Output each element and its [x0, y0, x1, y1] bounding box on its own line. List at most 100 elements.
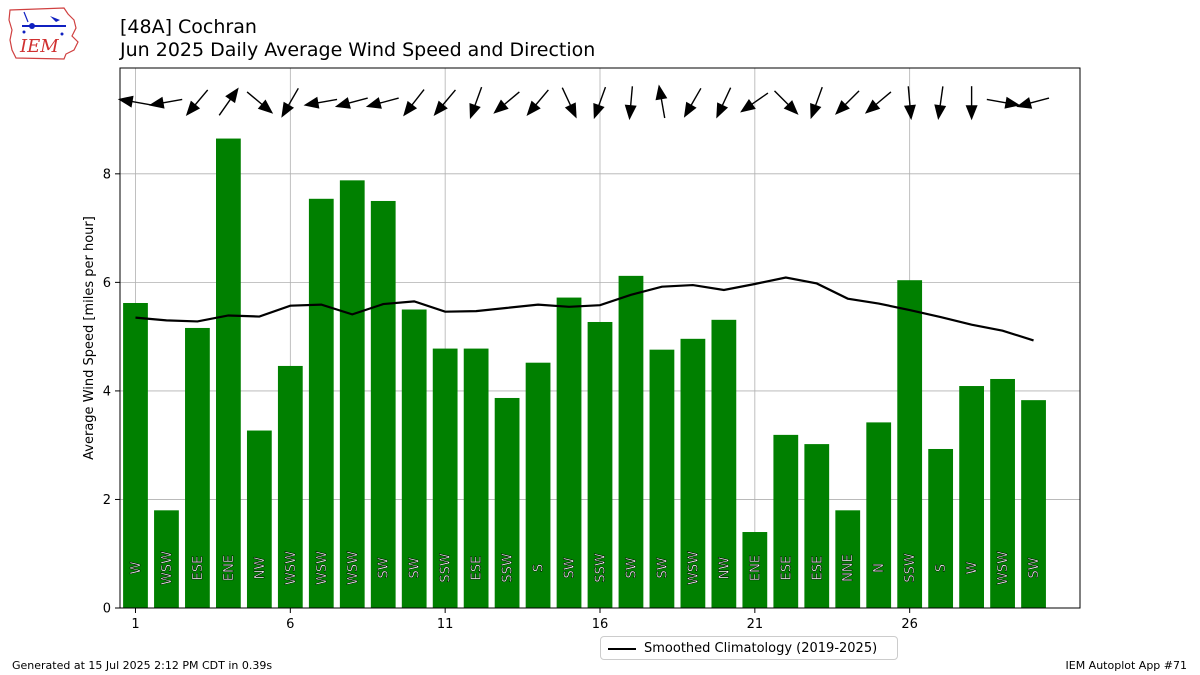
bar: [339, 180, 365, 608]
bar: [556, 297, 582, 608]
wind-direction-label: S: [934, 564, 949, 572]
wind-direction-label: N: [872, 563, 887, 573]
wind-direction-label: NW: [717, 557, 732, 580]
wind-arrow: [655, 84, 668, 119]
generated-timestamp: Generated at 15 Jul 2025 2:12 PM CDT in …: [12, 659, 273, 672]
wind-direction-label: SW: [1027, 557, 1042, 578]
wind-arrow: [903, 86, 916, 121]
wind-arrow: [281, 87, 299, 118]
wind-direction-label: WSW: [346, 551, 361, 585]
bar: [649, 349, 675, 608]
legend-label: Smoothed Climatology (2019-2025): [644, 641, 878, 656]
wind-arrow: [810, 86, 823, 120]
climatology-line: [135, 276, 1034, 342]
wind-arrow: [716, 87, 732, 119]
bar: [866, 422, 892, 608]
bar: [897, 280, 923, 608]
wind-arrow: [593, 86, 607, 120]
wind-direction-label: ESE: [470, 556, 485, 581]
bar: [216, 138, 241, 608]
legend-line-swatch: [608, 648, 636, 650]
wind-arrow: [365, 97, 399, 109]
bar-layer: W WSW ESE ENE NW WSW WSW WSW SW SW SSW ESE SSW S SW SSW…: [123, 138, 1046, 608]
wind-arrow: [148, 96, 183, 109]
bar: [154, 510, 179, 608]
bar: [587, 321, 613, 608]
wind-direction-label: SSW: [594, 553, 609, 583]
wind-arrow: [773, 90, 799, 115]
wind-arrow: [934, 86, 947, 121]
wind-arrow: [965, 86, 978, 121]
wind-arrow: [740, 92, 769, 113]
wind-direction-label: SW: [408, 557, 423, 578]
iem-logo: IEM: [6, 4, 82, 64]
wind-direction-label: S: [532, 564, 547, 572]
wind-arrow: [433, 89, 456, 116]
y-axis-label: Average Wind Speed [miles per hour]: [82, 216, 97, 460]
app-id: IEM Autoplot App #71: [1065, 659, 1188, 672]
bar: [401, 309, 427, 608]
bar: [463, 348, 489, 608]
wind-direction-label: SSW: [439, 553, 454, 583]
wind-arrow: [526, 89, 549, 116]
x-tick-label: 26: [901, 617, 918, 632]
y-tick-label: 0: [103, 602, 111, 617]
y-tick-label: 6: [103, 276, 111, 291]
x-tick-label: 1: [131, 617, 139, 632]
wind-direction-label: SSW: [903, 553, 918, 583]
wind-arrow: [469, 86, 483, 120]
bar: [432, 348, 458, 608]
wind-direction-label: W: [965, 561, 980, 574]
wind-arrow: [683, 87, 702, 118]
wind-arrow: [561, 87, 577, 119]
bar: [1021, 400, 1046, 608]
wind-arrow: [864, 91, 892, 114]
chart-subtitle: Jun 2025 Daily Average Wind Speed and Di…: [120, 39, 596, 61]
wind-direction-label: SW: [377, 557, 392, 578]
wind-direction-label: WSW: [284, 551, 299, 585]
bar: [277, 365, 303, 608]
wind-arrow: [303, 96, 338, 109]
bar: [680, 338, 706, 608]
bar: [525, 362, 551, 608]
wind-arrow: [986, 96, 1021, 109]
wind-direction-label: NW: [253, 557, 268, 580]
iowa-state-outline-icon: [8, 7, 79, 60]
wind-arrow: [624, 86, 637, 121]
y-tick-label: 8: [103, 167, 111, 182]
bar: [711, 319, 737, 608]
bar: [308, 198, 334, 608]
legend: Smoothed Climatology (2019-2025): [600, 636, 898, 660]
wind-arrow: [403, 89, 425, 117]
x-tick-label: 21: [747, 617, 764, 632]
wind-arrow: [835, 90, 860, 115]
x-tick-label: 11: [437, 617, 454, 632]
wind-direction-label: NNE: [841, 554, 856, 582]
bar: [773, 434, 799, 608]
chart-title: [48A] Cochran: [120, 16, 257, 38]
bar: [370, 200, 396, 608]
wind-arrow: [117, 95, 152, 108]
wind-direction-label: ESE: [810, 556, 825, 581]
wind-arrow: [185, 89, 209, 116]
x-tick-label: 6: [286, 617, 294, 632]
wind-arrow: [1016, 97, 1050, 109]
logo-text: IEM: [19, 36, 59, 57]
wind-direction-label: ESE: [191, 556, 206, 581]
x-tick-label: 16: [592, 617, 609, 632]
bar: [835, 510, 861, 608]
wind-direction-label: ENE: [222, 555, 237, 581]
bar: [246, 430, 272, 608]
wind-direction-label: SW: [563, 557, 578, 578]
wind-direction-label: W: [129, 561, 144, 574]
bar: [990, 378, 1015, 608]
wind-direction-label: WSW: [686, 551, 701, 585]
wind-direction-label: SW: [655, 557, 670, 578]
bar: [959, 386, 984, 608]
wind-direction-label: WSW: [996, 551, 1011, 585]
bar: [804, 444, 830, 608]
wind-direction-label: ENE: [748, 555, 763, 581]
climatology-layer: [135, 276, 1034, 342]
